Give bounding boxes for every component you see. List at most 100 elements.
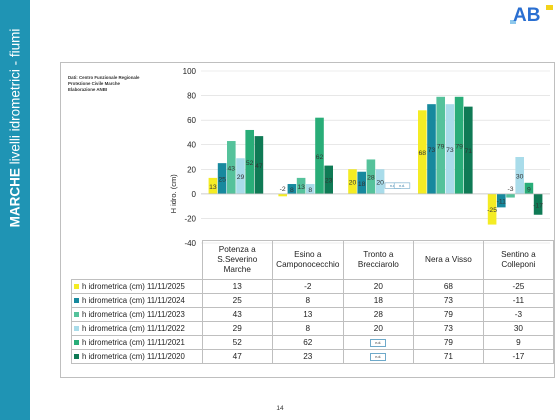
bar xyxy=(306,184,315,194)
bar xyxy=(324,165,333,194)
table-cell: 47 xyxy=(201,349,273,364)
na-marker xyxy=(393,182,411,189)
bar xyxy=(464,106,473,194)
series-legend: h idrometrica (cm) 11/11/2024 xyxy=(71,293,203,308)
y-tick-label: 80 xyxy=(187,92,196,101)
table-cell: 79 xyxy=(413,335,484,350)
table-cell: n.d. xyxy=(342,349,415,364)
data-label: 79 xyxy=(455,143,463,150)
page-number: 14 xyxy=(276,405,284,412)
bar xyxy=(497,193,506,208)
category-header: Nera a Visso xyxy=(413,240,484,280)
table-cell: -25 xyxy=(482,279,555,294)
legend-swatch xyxy=(74,298,79,304)
category-label: Tronto a xyxy=(363,250,394,259)
data-label: 68 xyxy=(419,150,427,157)
table-cell: -17 xyxy=(482,349,555,364)
table-cell: 52 xyxy=(201,335,273,350)
bar xyxy=(366,159,376,194)
category-header: Tronto a Brecciarolo xyxy=(342,240,415,280)
data-label: 8 xyxy=(290,187,294,194)
table-row: h idrometrica (cm) 11/11/2022 29 8 20 73 30 xyxy=(71,321,555,336)
category-label: Marche xyxy=(223,265,251,274)
data-label: 23 xyxy=(325,178,333,185)
bar xyxy=(515,157,524,194)
data-label: 20 xyxy=(376,180,384,187)
data-table: Potenza a S.Severino Marche Esino a Campono… xyxy=(71,240,555,364)
category-header: Sentino a Colleponi xyxy=(482,240,555,280)
source-note: Dati: Centro Funzionale Regionale Protez… xyxy=(68,75,139,93)
bar xyxy=(208,177,218,194)
y-tick-label: 40 xyxy=(187,141,196,150)
legend-swatch xyxy=(74,284,79,290)
bar xyxy=(533,193,543,215)
slide-title-region: MARCHE xyxy=(7,168,23,228)
data-label: 18 xyxy=(358,181,366,188)
data-label: 43 xyxy=(228,165,236,172)
data-label: 20 xyxy=(349,180,357,187)
legend-swatch xyxy=(74,312,79,318)
sidebar: MARCHE livelli idrometrici - fiumi xyxy=(0,0,30,420)
data-label: 73 xyxy=(446,147,454,154)
bar xyxy=(445,104,455,194)
bar xyxy=(524,182,534,194)
bar xyxy=(315,117,324,194)
data-label: 79 xyxy=(437,143,445,150)
table-cell: 79 xyxy=(413,307,484,322)
table-row: h idrometrica (cm) 11/11/2024 25 8 18 73 -11 xyxy=(71,293,555,308)
y-tick-label: 20 xyxy=(187,165,196,174)
category-label: Nera a Visso xyxy=(425,255,472,264)
source-line-1: Dati: Centro Funzionale Regionale xyxy=(68,75,140,80)
anbi-logo: AB xyxy=(510,5,553,26)
na-cell: n.d. xyxy=(370,338,387,347)
bar xyxy=(217,163,227,194)
series-legend: h idrometrica (cm) 11/11/2020 xyxy=(71,349,203,364)
table-cell: -3 xyxy=(482,307,555,322)
data-label: 8 xyxy=(308,187,312,194)
na-label: n.d. xyxy=(399,184,405,188)
bar xyxy=(506,193,515,198)
table-cell: 25 xyxy=(201,293,273,308)
table-cell: 30 xyxy=(482,321,555,336)
table-cell: 73 xyxy=(413,293,484,308)
category-label: Camponocecchio xyxy=(276,260,340,269)
data-label: 71 xyxy=(465,148,473,155)
bar xyxy=(236,158,245,194)
bar xyxy=(357,171,366,194)
y-tick-label: 100 xyxy=(183,67,197,76)
category-header: Esino a Camponocecchio xyxy=(271,240,344,280)
table-row: h idrometrica (cm) 11/11/2020 47 23 n.d. 71-… xyxy=(71,349,555,364)
table-cell: 20 xyxy=(342,321,415,336)
category-header: Potenza a S.Severino Marche xyxy=(201,240,273,280)
bar xyxy=(227,141,236,194)
legend-swatch xyxy=(74,354,79,360)
data-label: -11 xyxy=(497,199,507,206)
table-cell: 73 xyxy=(413,321,484,336)
series-name: h idrometrica (cm) 11/11/2021 xyxy=(82,338,185,347)
bar xyxy=(427,104,436,194)
y-tick-label: 60 xyxy=(187,116,196,125)
y-tick-label: 0 xyxy=(192,190,197,199)
legend-swatch xyxy=(74,326,79,332)
table-cell: 18 xyxy=(342,293,415,308)
series-name: h idrometrica (cm) 11/11/2023 xyxy=(82,310,185,319)
table-cell: 13 xyxy=(201,279,273,294)
series-name: h idrometrica (cm) 11/11/2024 xyxy=(82,296,185,305)
table-corner xyxy=(71,240,203,280)
category-label: Sentino a xyxy=(501,250,536,259)
data-label: 13 xyxy=(209,184,217,191)
bar xyxy=(487,193,497,225)
bar xyxy=(287,184,297,194)
slide-title: MARCHE livelli idrometrici - fiumi xyxy=(8,29,23,228)
category-label: Potenza a xyxy=(218,245,256,254)
bar xyxy=(245,129,254,194)
table-cell: 13 xyxy=(271,307,344,322)
table-cell: 71 xyxy=(413,349,484,364)
series-name: h idrometrica (cm) 11/11/2020 xyxy=(82,352,185,361)
legend-swatch xyxy=(74,340,79,346)
table-cell: 68 xyxy=(413,279,484,294)
data-label: 62 xyxy=(316,154,324,161)
data-label: 25 xyxy=(218,177,226,184)
bar xyxy=(454,96,464,194)
